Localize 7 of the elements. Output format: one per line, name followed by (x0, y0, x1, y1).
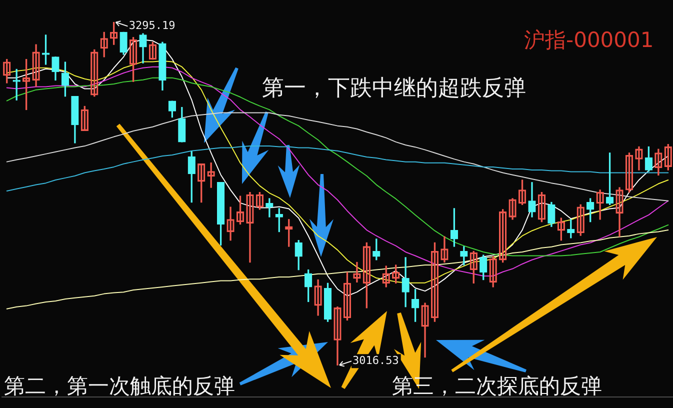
candlestick (266, 198, 274, 218)
annotation: 3295.19 (128, 19, 176, 32)
annotation: 3016.53 (352, 354, 399, 367)
text: 第二，第一次触底的反弹 (4, 374, 235, 398)
annotation: 第一，下跌中继的超跌反弹 (262, 76, 526, 101)
chart-title: 沪指-000001 (524, 28, 654, 52)
text: 第三，二次探底的反弹 (392, 374, 602, 398)
